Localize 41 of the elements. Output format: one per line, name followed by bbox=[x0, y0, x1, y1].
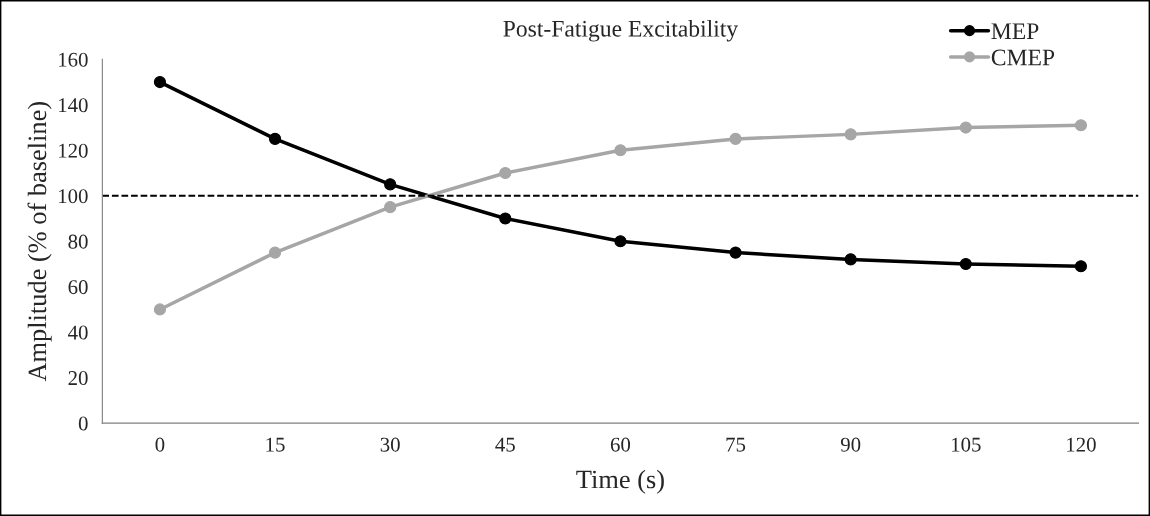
point bbox=[268, 132, 282, 145]
y-axis-title: Amplitude (% of baseline) bbox=[27, 102, 52, 382]
x-tick-label: 0 bbox=[155, 437, 165, 452]
x-tick-label: 90 bbox=[840, 437, 861, 452]
point bbox=[729, 246, 742, 259]
point bbox=[153, 303, 166, 316]
y-tick-label: 40 bbox=[68, 325, 88, 340]
y-tick-label: 120 bbox=[59, 143, 88, 158]
point bbox=[614, 144, 627, 157]
point bbox=[614, 235, 627, 248]
point bbox=[499, 166, 512, 180]
legend-label: MEP bbox=[991, 23, 1039, 39]
y-tick-label: 80 bbox=[68, 234, 88, 249]
x-axis-title: Time (s) bbox=[576, 469, 664, 494]
x-tick-label: 45 bbox=[495, 437, 515, 452]
y-tick-label: 140 bbox=[59, 98, 88, 113]
chart-title: Post-Fatigue Excitability bbox=[503, 20, 739, 42]
point bbox=[729, 132, 742, 145]
point bbox=[384, 178, 397, 191]
x-tick-label: 75 bbox=[726, 437, 746, 452]
point bbox=[499, 212, 512, 225]
x-tick-label: 60 bbox=[610, 437, 631, 452]
legend-label: CMEP bbox=[991, 49, 1055, 66]
y-tick-label: 20 bbox=[68, 371, 88, 386]
y-tick-label: 160 bbox=[59, 52, 88, 67]
y-tick-label: 60 bbox=[68, 280, 88, 295]
point bbox=[1074, 119, 1088, 132]
point bbox=[844, 253, 857, 266]
point bbox=[959, 257, 972, 271]
x-tick-label: 15 bbox=[266, 437, 285, 452]
point bbox=[844, 128, 857, 141]
point bbox=[153, 76, 166, 89]
y-tick-label: 0 bbox=[78, 416, 88, 431]
point bbox=[959, 121, 972, 134]
point bbox=[384, 201, 397, 214]
x-tick-label: 105 bbox=[952, 437, 981, 452]
point bbox=[1074, 260, 1088, 273]
y-tick-label: 100 bbox=[59, 189, 88, 204]
point bbox=[268, 246, 282, 259]
x-tick-label: 120 bbox=[1067, 437, 1096, 452]
x-tick-label: 30 bbox=[380, 437, 400, 452]
